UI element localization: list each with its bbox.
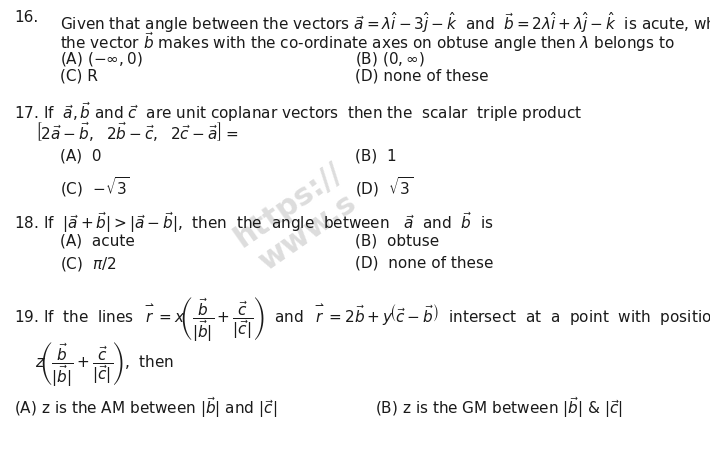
Text: the vector $\vec{b}$ makes with the co-ordinate axes on obtuse angle then $\lamb: the vector $\vec{b}$ makes with the co-o…	[60, 30, 675, 54]
Text: (D)  $\sqrt{3}$: (D) $\sqrt{3}$	[355, 175, 413, 199]
Text: Given that angle between the vectors $\vec{a} = \lambda\hat{i} - 3\hat{j} - \hat: Given that angle between the vectors $\v…	[60, 10, 710, 35]
Text: 18. If  $|\vec{a}+\vec{b}| > |\vec{a}-\vec{b}|$,  then  the  angle  between   $\: 18. If $|\vec{a}+\vec{b}| > |\vec{a}-\ve…	[14, 210, 494, 235]
Text: (B) $(0, \infty)$: (B) $(0, \infty)$	[355, 50, 425, 68]
Text: $\left[2\vec{a}-\vec{b},\ \ 2\vec{b}-\vec{c},\ \ 2\vec{c}-\vec{a}\right] =$: $\left[2\vec{a}-\vec{b},\ \ 2\vec{b}-\ve…	[35, 120, 239, 143]
Text: 17. If  $\vec{a}, \vec{b}$ and $\vec{c}$  are unit coplanar vectors  then the  s: 17. If $\vec{a}, \vec{b}$ and $\vec{c}$ …	[14, 100, 582, 124]
Text: (A) z is the AM between $|\vec{b}|$ and $|\vec{c}|$: (A) z is the AM between $|\vec{b}|$ and …	[14, 395, 277, 420]
Text: (C)  $-\sqrt{3}$: (C) $-\sqrt{3}$	[60, 175, 130, 199]
Text: 16.: 16.	[14, 10, 38, 25]
Text: $z\!\left(\dfrac{\vec{b}}{|\vec{b}|}+\dfrac{\vec{c}}{|\vec{c}|}\right)$,  then: $z\!\left(\dfrac{\vec{b}}{|\vec{b}|}+\df…	[35, 340, 174, 388]
Text: (D)  none of these: (D) none of these	[355, 255, 493, 270]
Text: (A) $(-\infty, 0)$: (A) $(-\infty, 0)$	[60, 50, 143, 68]
Text: 19. If  the  lines  $\overset{\rightharpoonup}{r} = x\!\left(\dfrac{\vec{b}}{|\v: 19. If the lines $\overset{\rightharpoon…	[14, 295, 710, 343]
Text: (B)  obtuse: (B) obtuse	[355, 233, 439, 248]
Text: (A)  0: (A) 0	[60, 148, 102, 163]
Text: (C)  $\pi/2$: (C) $\pi/2$	[60, 255, 116, 273]
Text: (D) none of these: (D) none of these	[355, 68, 488, 83]
Text: (A)  acute: (A) acute	[60, 233, 135, 248]
Text: (B)  1: (B) 1	[355, 148, 397, 163]
Text: https://
www.s: https:// www.s	[229, 157, 368, 280]
Text: (C) R: (C) R	[60, 68, 98, 83]
Text: (B) z is the GM between $|\vec{b}|$ & $|\vec{c}|$: (B) z is the GM between $|\vec{b}|$ & $|…	[375, 395, 623, 420]
